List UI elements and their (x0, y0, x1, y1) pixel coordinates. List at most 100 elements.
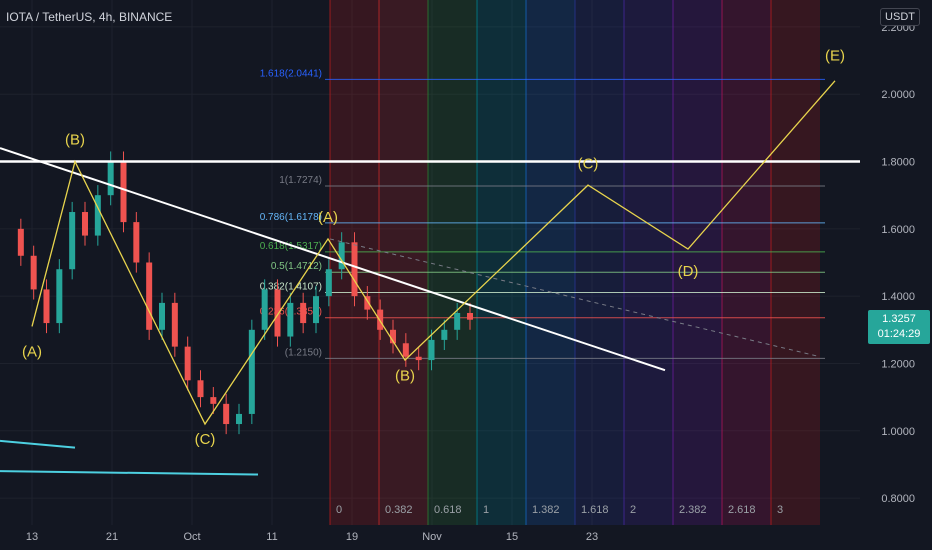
price-tick-label: 0.8000 (881, 493, 915, 505)
candle-body (30, 255, 37, 290)
fib-level-label: 0.786(1.6178) (260, 212, 322, 223)
candle-body (338, 242, 345, 270)
candle-body (325, 269, 332, 297)
candle-body (402, 343, 409, 357)
candle-body (236, 413, 242, 425)
candle-body (94, 195, 101, 236)
candle-body (287, 302, 294, 337)
fib-time-zone-band (771, 0, 820, 525)
price-axis-bg (860, 0, 932, 550)
candle-body (171, 302, 178, 347)
candle-body (364, 296, 371, 310)
candlesticks (17, 151, 473, 435)
candle-body (274, 289, 281, 337)
fib-time-zone-band (379, 0, 428, 525)
wave-path (31, 80, 836, 426)
time-tick-label: 11 (266, 531, 277, 543)
candle-body (223, 403, 230, 425)
wave-label: (C) (578, 155, 599, 172)
candle-body (133, 222, 140, 263)
fib-time-zone-band (673, 0, 722, 525)
fib-time-zone-band (722, 0, 771, 525)
wave-label: (A) (318, 209, 338, 226)
wave-label: (E) (825, 48, 845, 65)
candle-body (454, 312, 461, 330)
candle-body (56, 269, 63, 324)
candle-body (82, 212, 88, 236)
fib-time-zone-label: 0 (336, 504, 342, 516)
candle-body (107, 161, 114, 196)
fib-level-label: 1(1.7274) (279, 175, 322, 186)
fib-level-label: 0.618(1.5317) (260, 241, 322, 252)
fib-time-zone-band (428, 0, 477, 525)
wave-label: (B) (65, 132, 85, 149)
wave-label: (C) (195, 431, 216, 448)
price-tick-label: 2.0000 (881, 89, 915, 101)
candle-body (146, 262, 153, 330)
candle-body (390, 329, 396, 344)
time-tick-label: Oct (183, 531, 200, 543)
fib-time-zones: 0 0.382 0.618 1 1.382 1.618 2 2.382 2.618 3 (329, 0, 820, 525)
candle-body (197, 380, 204, 398)
candle-body (313, 296, 319, 324)
candle-body (415, 356, 422, 361)
fib-level-label: 1.618(2.0441) (260, 68, 322, 79)
time-tick-label: 13 (26, 531, 38, 543)
last-price: 1.3257 (882, 313, 916, 325)
fib-time-zone-label: 2.618 (728, 504, 756, 516)
descending-trendline (0, 147, 666, 372)
fib-time-zone-label: 2.382 (679, 504, 707, 516)
fib-time-zone-label: 0.618 (434, 504, 462, 516)
fib-time-zone-band (526, 0, 575, 525)
fib-time-zone-label: 0.382 (385, 504, 413, 516)
fib-time-zone-band (477, 0, 526, 525)
candle-body (210, 397, 217, 404)
price-tick-label: 1.2000 (881, 358, 915, 370)
last-price-badge: 1.3257 01:24:29 (868, 310, 930, 344)
price-tick-label: 1.0000 (881, 426, 915, 438)
candle-body (351, 242, 358, 297)
candle-body (300, 302, 307, 324)
support-line-lower (0, 470, 259, 476)
support-line-upper (0, 439, 76, 449)
time-tick-label: 23 (586, 531, 598, 543)
dashed-trendline (329, 238, 821, 358)
fib-level-label: 0.382(1.4107) (260, 282, 322, 293)
elliott-waves: (A) (B) (C) (A) (B) (C) (D) (E) (22, 48, 845, 449)
candle-body (248, 329, 255, 414)
fib-time-zone-label: 1 (483, 504, 489, 516)
wave-label: (D) (678, 263, 699, 280)
wave-label: (B) (395, 367, 415, 384)
fib-time-zone-label: 1.618 (581, 504, 609, 516)
candle-body (184, 346, 191, 381)
price-tick-label: 1.8000 (881, 157, 915, 169)
fib-retracement: 1.618(2.0441) 1(1.7274) 0.786(1.6178) 0.618… (260, 68, 825, 359)
time-tick-label: 21 (106, 531, 118, 543)
candle-body (43, 289, 50, 324)
candle-body (261, 289, 268, 330)
fib-time-zone-label: 1.382 (532, 504, 560, 516)
fib-time-zone-label: 2 (630, 504, 636, 516)
candle-body (467, 312, 473, 320)
candle-body (69, 212, 76, 270)
candle-body (159, 302, 165, 330)
currency-button[interactable]: USDT (880, 8, 920, 26)
time-tick-label: 19 (346, 531, 358, 543)
candle-body (428, 339, 435, 361)
candle-body (441, 329, 448, 340)
candle-body (17, 228, 24, 256)
fib-level-label: (1.2150) (285, 347, 322, 358)
drawn-trendlines (0, 147, 860, 476)
fib-time-zone-label: 3 (777, 504, 783, 516)
time-tick-label: 15 (506, 531, 518, 543)
price-tick-label: 1.6000 (881, 224, 915, 236)
fib-time-zone-band (624, 0, 673, 525)
fib-level-label: 0.5(1.4712) (271, 261, 322, 272)
time-axis[interactable]: 13 21 Oct 11 19 Nov 15 23 (26, 531, 598, 543)
candle-body (120, 161, 127, 223)
candle-body (377, 309, 384, 330)
price-axis[interactable]: 2.20002.00001.80001.60001.40001.20001.00… (860, 0, 932, 550)
